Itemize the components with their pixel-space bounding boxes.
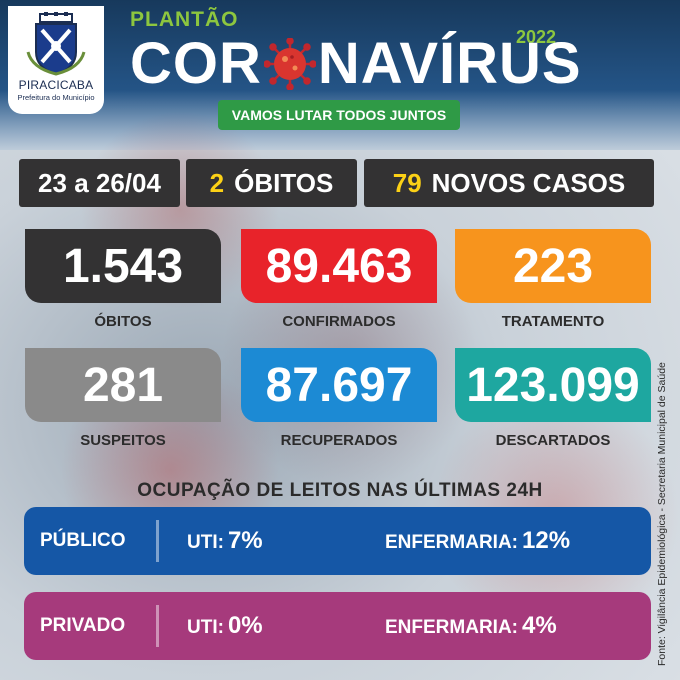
summary-period: 23 a 26/04 xyxy=(19,159,180,207)
beds-row-private: PRIVADO UTI: 0% ENFERMARIA: 4% xyxy=(24,592,651,660)
beds-section-title: OCUPAÇÃO DE LEITOS NAS ÚLTIMAS 24H xyxy=(137,480,543,501)
stat-label-suspected: SUSPEITOS xyxy=(80,432,166,449)
stat-card-treatment: 223 xyxy=(455,229,651,303)
summary-deaths: 2 ÓBITOS xyxy=(186,159,357,207)
slogan-banner: VAMOS LUTAR TODOS JUNTOS xyxy=(218,100,460,130)
divider xyxy=(156,605,159,647)
stat-label-deaths: ÓBITOS xyxy=(94,313,152,330)
beds-uti: UTI: 0% xyxy=(187,612,263,639)
summary-deaths-label: ÓBITOS xyxy=(234,167,334,198)
city-subtitle: Prefeitura do Município xyxy=(17,93,95,102)
page-title: COR NAVÍRUS xyxy=(130,33,582,95)
header-year: 2022 xyxy=(516,27,557,47)
stat-label-recovered: RECUPERADOS xyxy=(280,432,398,449)
beds-uti-value: 0% xyxy=(227,612,263,639)
city-coat-of-arms-icon xyxy=(26,12,86,76)
stat-label-confirmed: CONFIRMADOS xyxy=(282,313,396,330)
title-left: COR xyxy=(130,31,262,96)
stat-card-recovered: 87.697 xyxy=(241,348,437,422)
beds-uti: UTI: 7% xyxy=(187,527,263,554)
beds-uti-value: 7% xyxy=(227,527,263,554)
city-name: PIRACICABA xyxy=(18,78,94,92)
stat-card-discarded: 123.099 xyxy=(455,348,651,422)
source-credit: Fonte: Vigilância Epidemiológica - Secre… xyxy=(656,362,668,666)
summary-new-cases-count: 79 xyxy=(392,167,422,198)
coronavirus-icon xyxy=(263,38,316,90)
beds-ward-value: 4% xyxy=(522,612,557,639)
stat-card-deaths: 1.543 xyxy=(25,229,221,303)
beds-row-public: PÚBLICO UTI: 7% ENFERMARIA: 12% xyxy=(24,507,651,575)
divider xyxy=(156,520,159,562)
header-kicker: PLANTÃO xyxy=(130,8,239,31)
title-right: NAVÍRUS xyxy=(317,31,582,96)
stat-label-treatment: TRATAMENTO xyxy=(501,313,605,330)
beds-ward-value: 12% xyxy=(522,527,571,554)
stat-card-confirmed: 89.463 xyxy=(241,229,437,303)
city-logo: PIRACICABA Prefeitura do Município xyxy=(8,6,104,114)
summary-new-cases: 79 NOVOS CASOS xyxy=(364,159,654,207)
beds-ward: ENFERMARIA: 12% xyxy=(385,527,571,554)
beds-row-kind: PÚBLICO xyxy=(40,530,126,551)
summary-deaths-count: 2 xyxy=(209,167,225,198)
summary-new-cases-label: NOVOS CASOS xyxy=(431,167,626,198)
beds-ward: ENFERMARIA: 4% xyxy=(385,612,557,639)
stat-label-discarded: DESCARTADOS xyxy=(495,432,611,449)
beds-row-kind: PRIVADO xyxy=(40,615,126,636)
stat-card-suspected: 281 xyxy=(25,348,221,422)
